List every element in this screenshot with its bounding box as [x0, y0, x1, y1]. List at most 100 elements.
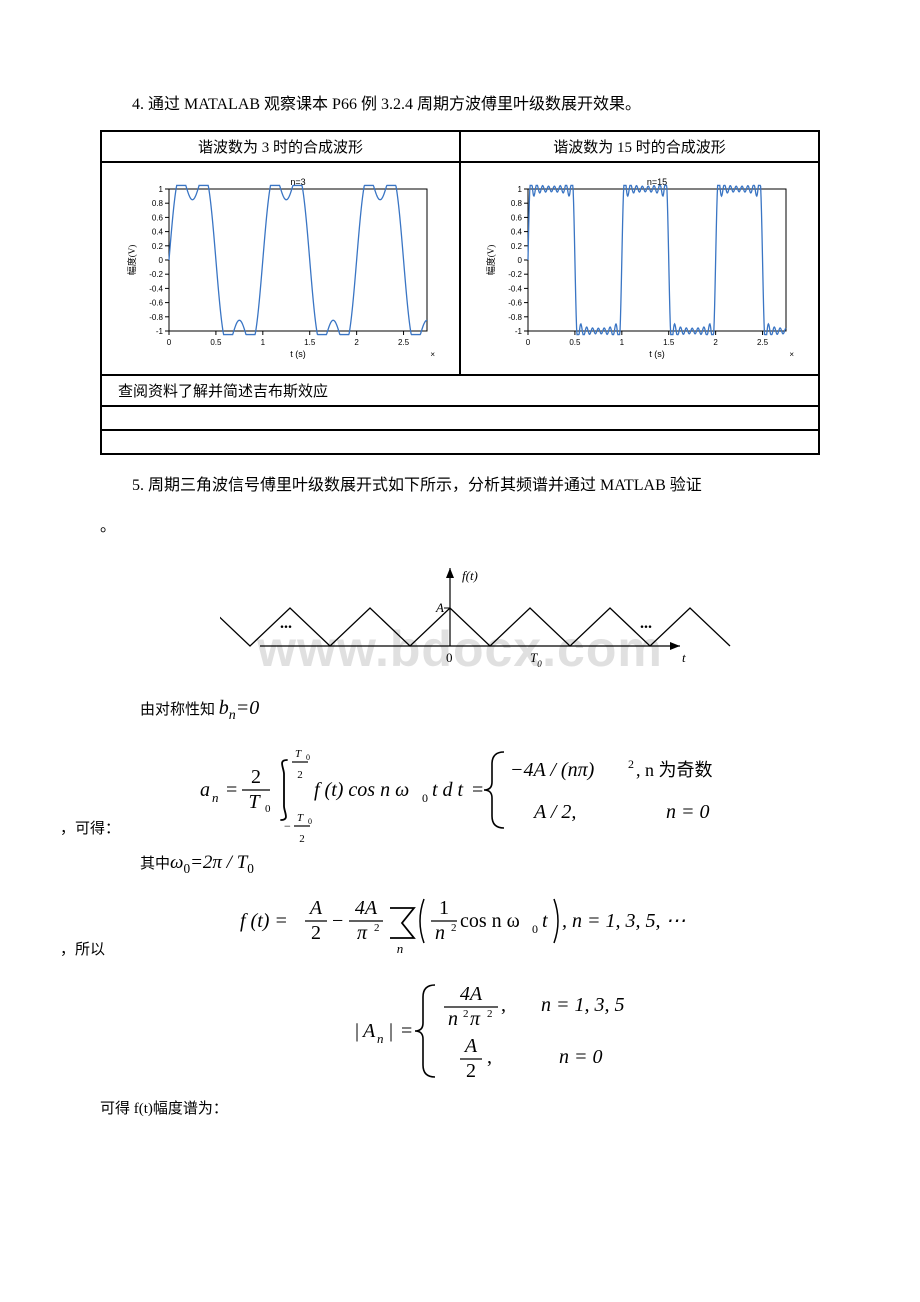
svg-text:=: = — [226, 779, 237, 801]
omega-line: 其中ω0=2π / T0 — [140, 852, 820, 877]
svg-text:T0: T0 — [530, 650, 542, 669]
svg-text:0: 0 — [422, 791, 428, 805]
svg-text:, n 为奇数: , n 为奇数 — [636, 760, 713, 780]
svg-text:...: ... — [640, 615, 652, 632]
bn-line: 由对称性知 bn=0 — [140, 697, 820, 724]
svg-text:t (s): t (s) — [649, 349, 665, 359]
svg-text:2: 2 — [466, 1060, 476, 1082]
svg-text:0.2: 0.2 — [510, 242, 522, 251]
svg-text:0.5: 0.5 — [210, 338, 222, 347]
svg-text:f(t): f(t) — [462, 568, 478, 583]
eq-amp-svg: |An|=4An2π2,n = 1, 3, 5A2,n = 0 — [245, 971, 675, 1089]
svg-text:0.6: 0.6 — [510, 214, 522, 223]
svg-text:2: 2 — [487, 1008, 493, 1020]
svg-text:A / 2,: A / 2, — [532, 801, 576, 823]
sym-prefix: 由对称性知 — [140, 702, 219, 718]
svg-text:2: 2 — [297, 769, 303, 781]
empty-row-1 — [101, 406, 819, 430]
svg-text:幅度(V): 幅度(V) — [485, 245, 496, 276]
svg-text:a: a — [200, 779, 210, 801]
svg-text:2: 2 — [713, 338, 718, 347]
svg-text:1: 1 — [517, 185, 522, 194]
svg-text:n: n — [435, 922, 445, 944]
eq-ft-svg: f (t) =A2−4Aπ2n1n2cos n ω0t, n = 1, 3, 5… — [180, 887, 740, 963]
svg-text:0.8: 0.8 — [510, 200, 522, 209]
svg-text:1.5: 1.5 — [663, 338, 675, 347]
omega-rhs: =2π / T — [190, 852, 247, 873]
eq-an-svg: an=2T0T02−T02f (t) cos n ω0t d t=−4A / (… — [140, 734, 780, 842]
svg-text:-0.4: -0.4 — [149, 285, 163, 294]
svg-text:0: 0 — [308, 817, 312, 826]
svg-text:2: 2 — [354, 338, 359, 347]
svg-text:,: , — [487, 1046, 492, 1068]
svg-text:2: 2 — [628, 757, 634, 771]
svg-text:-0.6: -0.6 — [149, 299, 163, 308]
svg-text:-0.4: -0.4 — [508, 285, 522, 294]
question-5: 5. 周期三角波信号傅里叶级数展开式如下所示，分析其频谱并通过 MATLAB 验… — [100, 471, 820, 501]
svg-text:=: = — [472, 779, 483, 801]
svg-text:T: T — [248, 791, 261, 813]
chart-n15: n=1500.511.522.5-1-0.8-0.6-0.4-0.200.20.… — [480, 171, 800, 361]
svg-text:×: × — [789, 350, 794, 359]
triangle-svg: f(t)A0T0t...... — [220, 556, 740, 676]
svg-text:1: 1 — [439, 897, 449, 919]
svg-text:2: 2 — [299, 833, 305, 842]
svg-text:A: A — [361, 1020, 376, 1042]
svg-text:A: A — [463, 1035, 478, 1057]
svg-text:T: T — [295, 748, 302, 760]
svg-text:2: 2 — [311, 922, 321, 944]
omega-rhs-sub: 0 — [247, 861, 254, 876]
svg-text:2: 2 — [451, 922, 457, 934]
svg-text:n: n — [377, 1031, 384, 1046]
svg-text:=: = — [401, 1020, 412, 1042]
svg-text:2.5: 2.5 — [756, 338, 768, 347]
svg-text:-0.2: -0.2 — [508, 271, 522, 280]
svg-text:−: − — [332, 910, 343, 932]
svg-text:-0.8: -0.8 — [149, 313, 163, 322]
empty-row-2 — [101, 430, 819, 454]
svg-text:t (s): t (s) — [290, 349, 306, 359]
waveform-table: 谐波数为 3 时的合成波形 谐波数为 15 时的合成波形 n=300.511.5… — [100, 130, 820, 455]
svg-text:...: ... — [280, 615, 292, 632]
svg-text:0.4: 0.4 — [510, 228, 522, 237]
svg-text:t: t — [542, 910, 548, 932]
svg-text:0: 0 — [532, 922, 538, 936]
gibbs-row: 查阅资料了解并简述吉布斯效应 — [101, 375, 819, 406]
svg-text:π: π — [357, 922, 368, 944]
question-4: 4. 通过 MATALAB 观察课本 P66 例 3.2.4 周期方波傅里叶级数… — [100, 90, 820, 120]
chart-cell-n15: n=1500.511.522.5-1-0.8-0.6-0.4-0.200.20.… — [460, 162, 819, 375]
svg-text:4A: 4A — [460, 983, 483, 1005]
svg-text:1.5: 1.5 — [304, 338, 316, 347]
svg-text:, n = 1, 3, 5, ⋯: , n = 1, 3, 5, ⋯ — [562, 910, 686, 932]
svg-text:0: 0 — [265, 803, 271, 815]
eq-ft: ，所以 f (t) =A2−4Aπ2n1n2cos n ω0t, n = 1, … — [100, 887, 820, 965]
tail-line: 可得 f(t)幅度谱为： — [100, 1097, 820, 1118]
svg-text:t: t — [682, 650, 686, 665]
svg-text:f (t) cos n ω: f (t) cos n ω — [314, 779, 409, 801]
svg-text:4A: 4A — [355, 897, 378, 919]
svg-text:0: 0 — [525, 338, 530, 347]
svg-text:t d t: t d t — [432, 779, 464, 801]
svg-text:0.4: 0.4 — [151, 228, 163, 237]
svg-text:n: n — [448, 1008, 458, 1030]
svg-text:0: 0 — [306, 753, 310, 762]
svg-text:n: n — [212, 790, 219, 805]
svg-text:0: 0 — [517, 256, 522, 265]
svg-text:n = 1, 3, 5: n = 1, 3, 5 — [541, 994, 625, 1016]
svg-text:0.8: 0.8 — [151, 200, 163, 209]
qizhong: 其中 — [140, 856, 170, 872]
svg-text:n: n — [397, 941, 404, 956]
svg-text:-0.6: -0.6 — [508, 299, 522, 308]
svg-text:A: A — [435, 600, 444, 615]
svg-text:幅度(V): 幅度(V) — [126, 245, 137, 276]
chart-cell-n3: n=300.511.522.5-1-0.8-0.6-0.4-0.200.20.4… — [101, 162, 460, 375]
svg-text:-1: -1 — [155, 327, 163, 336]
svg-text:0.6: 0.6 — [151, 214, 163, 223]
bn-eq: =0 — [236, 697, 260, 719]
svg-text:f (t) =: f (t) = — [240, 910, 288, 932]
svg-text:0.2: 0.2 — [151, 242, 163, 251]
svg-text:|: | — [389, 1020, 393, 1042]
svg-text:-0.8: -0.8 — [508, 313, 522, 322]
svg-text:π: π — [470, 1008, 481, 1030]
triangle-wave-figure: f(t)A0T0t...... — [140, 556, 820, 681]
